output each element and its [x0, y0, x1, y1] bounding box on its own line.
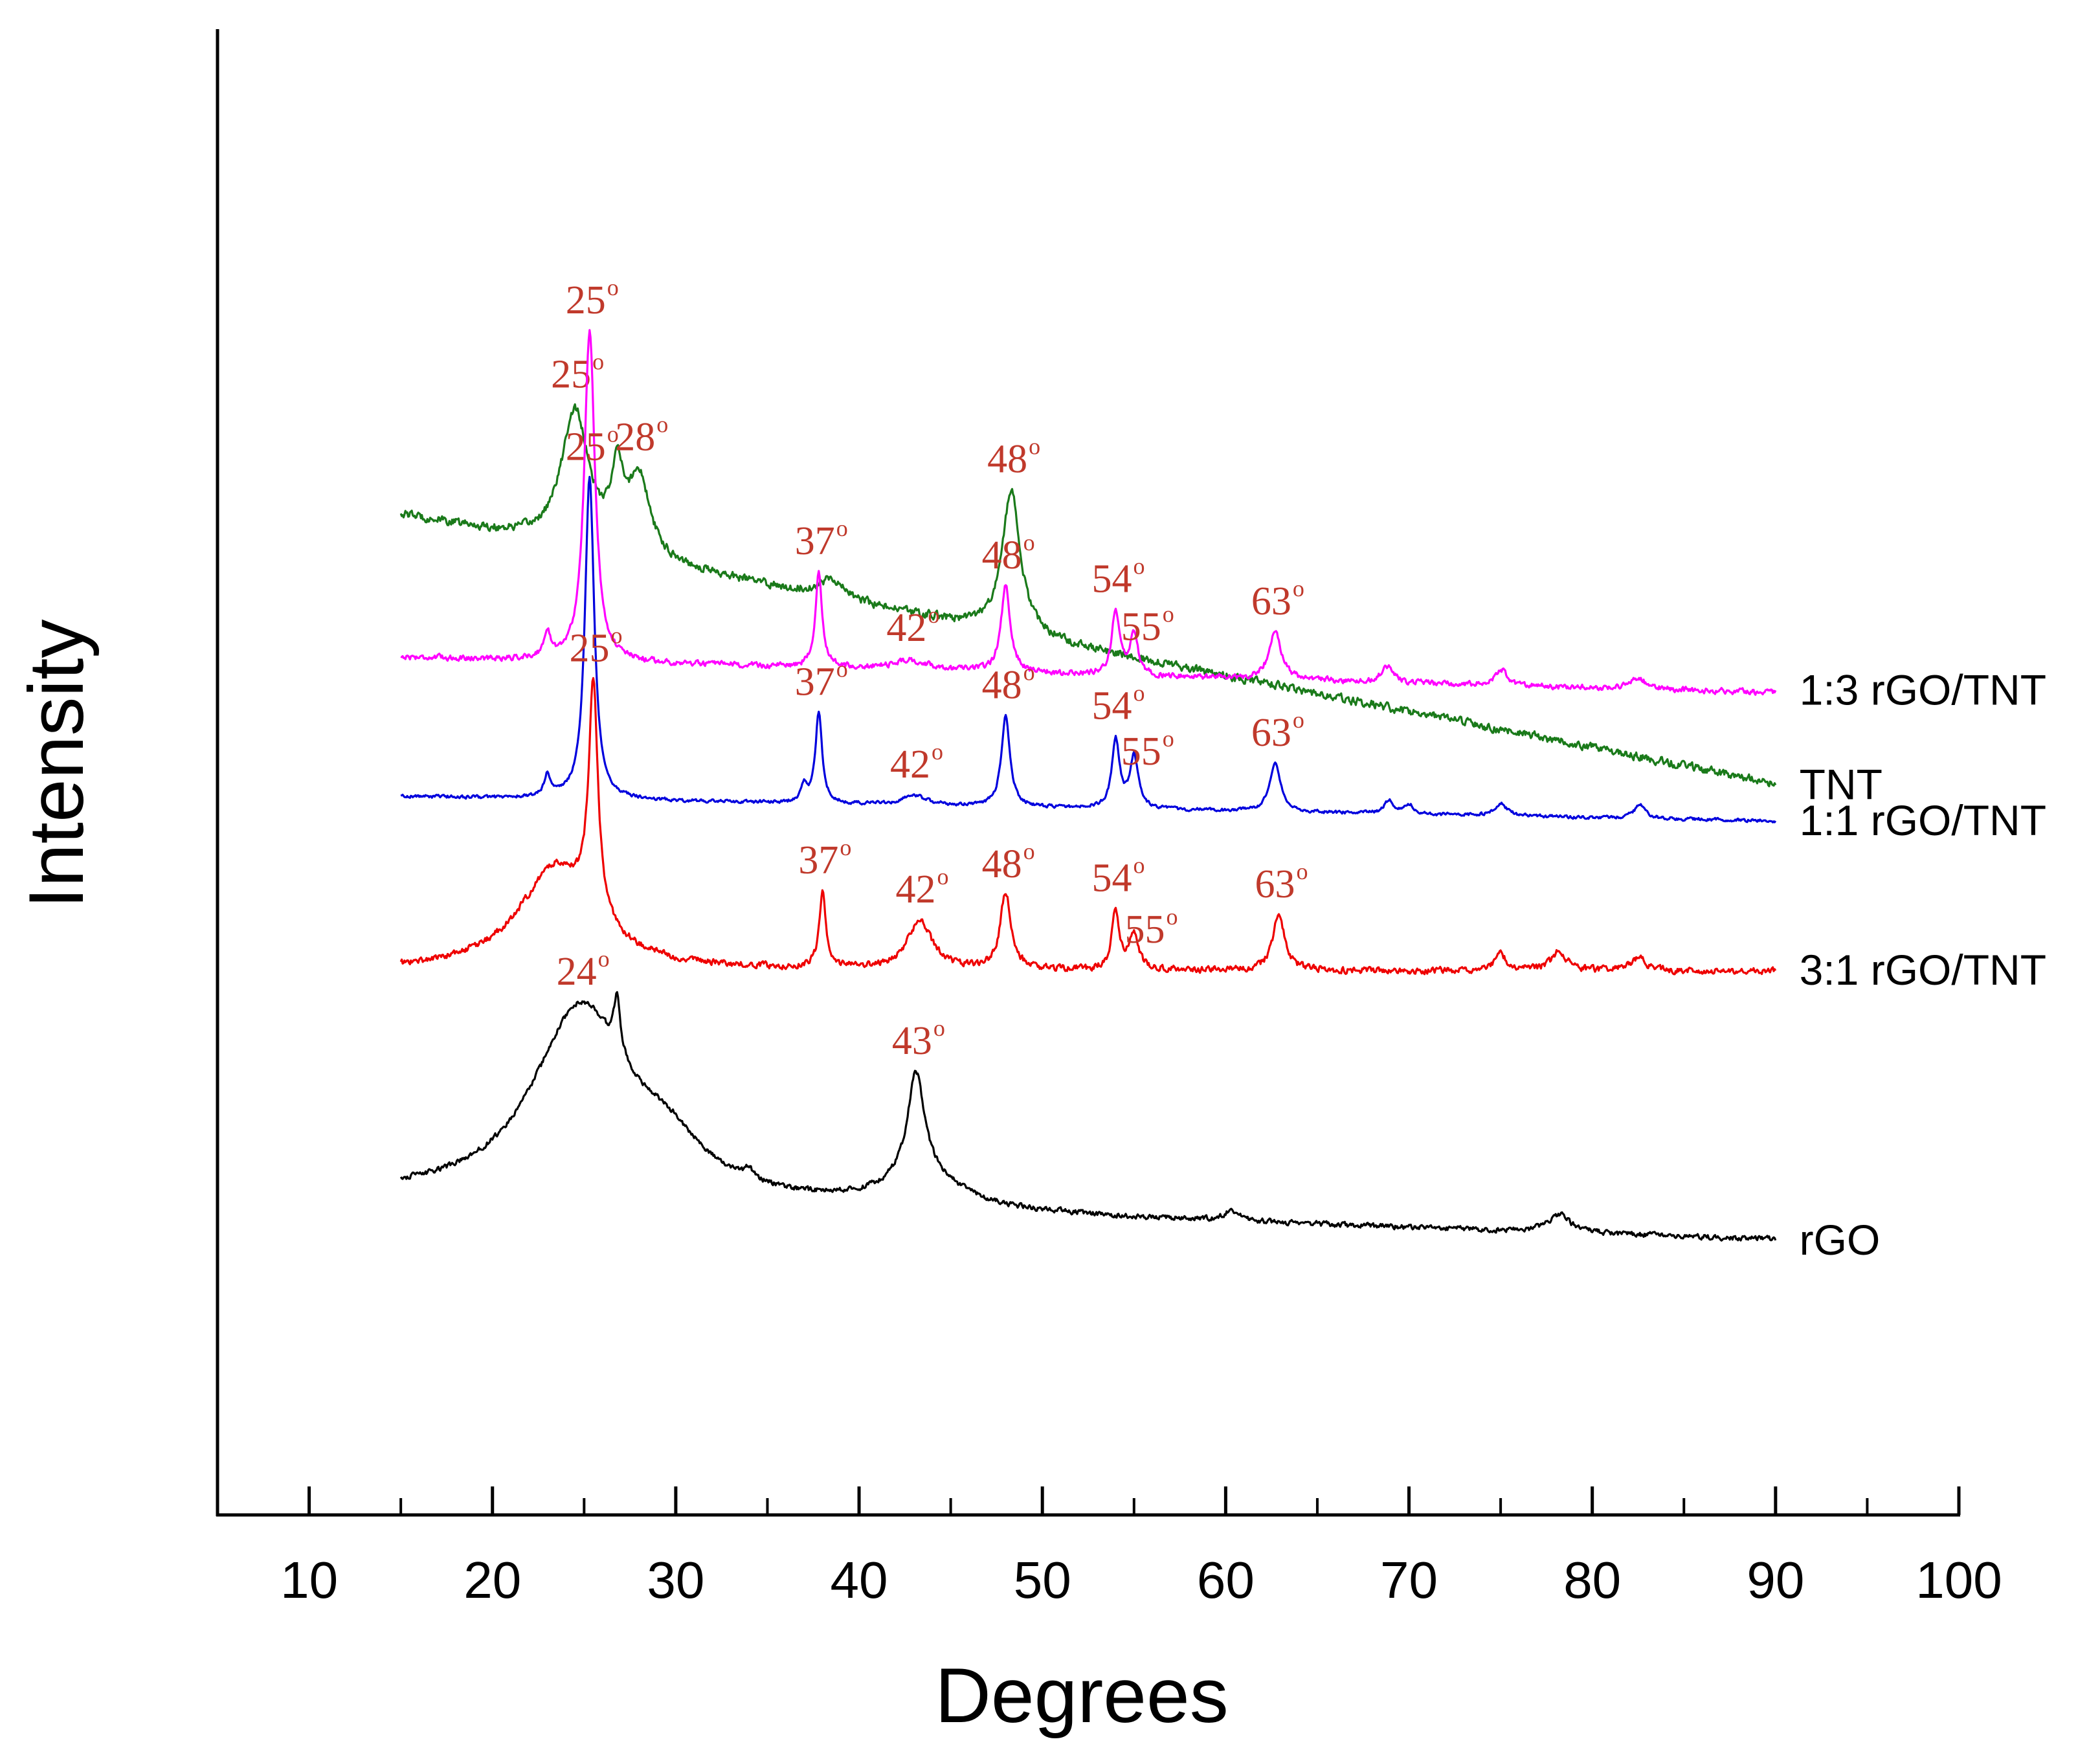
peak-degree-mark-tnt-25: o: [592, 349, 604, 375]
peak-label-1-3-rgo-tnt-55: 55: [1121, 605, 1161, 649]
peak-label-1-1-rgo-tnt-63: 63: [1251, 711, 1291, 755]
x-tick-label-70: 70: [1380, 1551, 1438, 1609]
series-line-1-3-rgo-tnt: [400, 329, 1777, 696]
series-line-3-1-rgo-tnt: [399, 677, 1777, 976]
peak-degree-mark-1-3-rgo-tnt-54: o: [1133, 553, 1145, 579]
x-tick-label-60: 60: [1197, 1551, 1255, 1609]
peak-degree-mark-1-1-rgo-tnt-25: o: [607, 421, 619, 447]
peak-label-rgo-24: 24: [557, 950, 597, 994]
peak-degree-mark-rgo-24: o: [598, 946, 610, 972]
peak-label-1-3-rgo-tnt-25: 25: [566, 278, 606, 322]
peak-degree-mark-1-3-rgo-tnt-37: o: [836, 515, 848, 541]
peak-degree-mark-1-1-rgo-tnt-37: o: [836, 656, 848, 682]
series-line-rgo: [399, 991, 1777, 1242]
peak-degree-mark-3-1-rgo-tnt-25: o: [610, 622, 622, 648]
peak-degree-mark-rgo-43: o: [933, 1015, 945, 1041]
peak-label-1-1-rgo-tnt-37: 37: [795, 660, 835, 704]
x-tick-label-90: 90: [1747, 1551, 1804, 1609]
peak-label-3-1-rgo-tnt-54: 54: [1091, 856, 1132, 900]
peak-label-3-1-rgo-tnt-37: 37: [798, 838, 838, 882]
x-tick-label-30: 30: [647, 1551, 704, 1609]
peak-degree-mark-3-1-rgo-tnt-37: o: [840, 835, 851, 860]
peak-label-1-1-rgo-tnt-25: 25: [566, 425, 606, 469]
x-tick-label-10: 10: [280, 1551, 338, 1609]
series-label-tnt: TNT: [1800, 761, 1882, 809]
peak-label-3-1-rgo-tnt-55: 55: [1124, 908, 1165, 952]
peak-label-1-3-rgo-tnt-54: 54: [1091, 557, 1132, 601]
peak-label-tnt-28: 28: [615, 416, 655, 460]
series-line-1-1-rgo-tnt: [400, 475, 1777, 824]
peak-label-1-3-rgo-tnt-37: 37: [795, 519, 835, 563]
series-label-rgo: rGO: [1800, 1216, 1881, 1264]
x-tick-label-20: 20: [464, 1551, 521, 1609]
peak-label-3-1-rgo-tnt-48: 48: [982, 842, 1022, 886]
peak-degree-mark-1-3-rgo-tnt-63: o: [1293, 576, 1304, 601]
peak-label-3-1-rgo-tnt-25: 25: [569, 626, 609, 670]
series-label-1-1-rgo-tnt: 1:1 rGO/TNT: [1800, 796, 2046, 844]
peak-label-1-1-rgo-tnt-54: 54: [1091, 684, 1132, 728]
peak-degree-mark-1-1-rgo-tnt-54: o: [1133, 680, 1145, 706]
peak-label-rgo-43: 43: [892, 1019, 932, 1063]
peak-label-3-1-rgo-tnt-42: 42: [895, 868, 935, 912]
peak-label-1-3-rgo-tnt-48: 48: [982, 533, 1022, 577]
peak-degree-mark-3-1-rgo-tnt-42: o: [937, 864, 948, 890]
peak-label-1-1-rgo-tnt-48: 48: [982, 663, 1022, 707]
peak-degree-mark-1-1-rgo-tnt-42: o: [932, 739, 943, 765]
peak-label-1-3-rgo-tnt-42: 42: [886, 606, 926, 650]
x-tick-label-100: 100: [1916, 1551, 2002, 1609]
peak-label-1-3-rgo-tnt-63: 63: [1251, 579, 1291, 623]
peak-label-tnt-25: 25: [551, 353, 591, 397]
y-axis-title: Intensity: [13, 620, 100, 909]
peak-degree-mark-3-1-rgo-tnt-48: o: [1023, 838, 1035, 864]
peak-degree-mark-1-3-rgo-tnt-55: o: [1163, 601, 1174, 627]
x-axis-title: Degrees: [935, 1652, 1229, 1739]
peak-degree-mark-1-3-rgo-tnt-42: o: [928, 602, 939, 628]
x-tick-label-50: 50: [1014, 1551, 1071, 1609]
peak-label-3-1-rgo-tnt-63: 63: [1255, 862, 1295, 906]
peak-label-tnt-48: 48: [987, 437, 1027, 481]
peak-degree-mark-1-1-rgo-tnt-63: o: [1293, 707, 1304, 733]
peak-degree-mark-1-1-rgo-tnt-55: o: [1163, 726, 1174, 752]
peak-degree-mark-tnt-28: o: [656, 412, 668, 438]
peak-label-1-1-rgo-tnt-42: 42: [890, 743, 930, 787]
peak-degree-mark-1-3-rgo-tnt-25: o: [607, 275, 619, 300]
peak-degree-mark-3-1-rgo-tnt-54: o: [1133, 852, 1145, 878]
series-label-3-1-rgo-tnt: 3:1 rGO/TNT: [1800, 946, 2046, 994]
peak-degree-mark-1-1-rgo-tnt-48: o: [1023, 659, 1035, 685]
peak-degree-mark-1-3-rgo-tnt-48: o: [1023, 530, 1035, 555]
x-tick-label-80: 80: [1563, 1551, 1621, 1609]
peak-degree-mark-tnt-48: o: [1029, 433, 1040, 459]
series-label-1-3-rgo-tnt: 1:3 rGO/TNT: [1800, 666, 2046, 713]
peak-degree-mark-3-1-rgo-tnt-63: o: [1296, 858, 1308, 884]
peak-label-1-1-rgo-tnt-55: 55: [1121, 730, 1161, 774]
peak-degree-mark-3-1-rgo-tnt-55: o: [1166, 904, 1178, 930]
x-tick-label-40: 40: [831, 1551, 888, 1609]
series-line-tnt: [399, 403, 1777, 788]
